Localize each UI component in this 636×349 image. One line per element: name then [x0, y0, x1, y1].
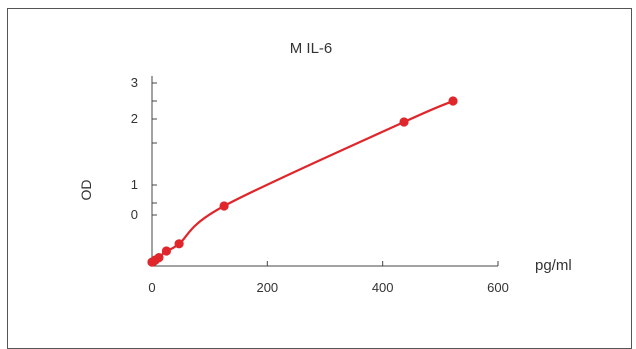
x-tick-label: 400: [372, 280, 394, 295]
y-tick-label: 3: [131, 75, 138, 90]
x-axis-label: pg/ml: [535, 257, 572, 274]
ticks: 0 200 400 600 0 1 2 3: [131, 75, 509, 295]
data-point: [219, 201, 229, 211]
x-tick-label: 0: [148, 280, 155, 295]
data-point: [174, 239, 184, 249]
series-line: [151, 99, 454, 264]
chart-frame: [7, 8, 632, 349]
chart-title: M IL-6: [290, 40, 333, 57]
series-layer: [147, 96, 458, 267]
y-tick-label: 2: [131, 111, 138, 126]
data-point: [399, 117, 409, 127]
data-point: [154, 253, 164, 263]
data-point: [161, 246, 172, 256]
chart-svg: M IL-6 OD pg/ml 0 200 400 600 0 1 2 3: [78, 40, 572, 295]
y-tick-label: 1: [131, 177, 138, 192]
data-point: [448, 96, 458, 106]
x-tick-label: 600: [487, 280, 509, 295]
y-tick-label: 0: [131, 207, 138, 222]
axes: [151, 76, 498, 267]
y-axis-label: OD: [78, 180, 94, 201]
x-tick-label: 200: [256, 280, 278, 295]
